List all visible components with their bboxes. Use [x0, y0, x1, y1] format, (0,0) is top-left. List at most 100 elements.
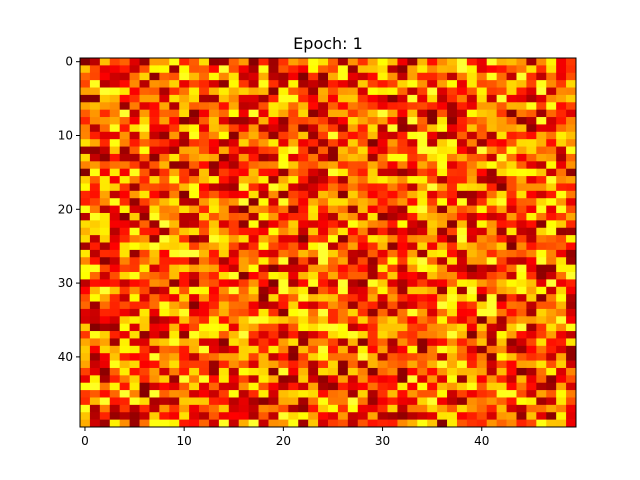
heatmap-cell [268, 183, 279, 192]
heatmap-cell [169, 102, 180, 111]
heatmap-cell [427, 131, 438, 140]
heatmap-cell [496, 80, 507, 88]
heatmap-cell [189, 58, 200, 66]
heatmap-cell [80, 419, 91, 428]
heatmap-cell [318, 124, 329, 133]
heatmap-cell [258, 323, 269, 332]
heatmap-cell [89, 338, 101, 347]
heatmap-cell [377, 131, 388, 140]
heatmap-cell [377, 338, 388, 347]
heatmap-cell [456, 412, 468, 420]
heatmap-cell [417, 190, 428, 199]
heatmap-cell [556, 404, 567, 413]
heatmap-cell [476, 316, 488, 325]
heatmap-cell [268, 390, 279, 398]
heatmap-cell [496, 94, 507, 103]
heatmap-cell [417, 94, 428, 103]
heatmap-cell [407, 316, 418, 325]
heatmap-cell [119, 124, 130, 133]
heatmap-cell [556, 249, 567, 258]
heatmap-cell [238, 212, 249, 221]
heatmap-cell [526, 65, 537, 74]
heatmap-cell [456, 146, 468, 155]
heatmap-cell [278, 242, 289, 251]
heatmap-cell [80, 338, 91, 347]
heatmap-cell [298, 220, 309, 229]
heatmap-cell [486, 323, 497, 332]
heatmap-cell [466, 205, 478, 214]
heatmap-cell [387, 176, 398, 184]
heatmap-cell [208, 249, 220, 258]
heatmap-cell [238, 345, 249, 354]
heatmap-cell [129, 176, 140, 184]
heatmap-cell [298, 117, 309, 125]
heatmap-cell [179, 227, 190, 236]
heatmap-cell [347, 301, 359, 310]
heatmap-cell [109, 220, 121, 229]
heatmap-cell [218, 220, 230, 229]
heatmap-cell [238, 190, 249, 199]
heatmap-cell [397, 345, 408, 354]
heatmap-cell [367, 264, 378, 273]
heatmap-cell [506, 220, 517, 229]
heatmap-cell [456, 65, 468, 74]
heatmap-cell [159, 382, 170, 391]
heatmap-cell [218, 124, 230, 133]
heatmap-cell [80, 227, 91, 236]
heatmap-cell [456, 345, 468, 354]
heatmap-cell [357, 331, 369, 339]
heatmap-cell [268, 65, 279, 74]
heatmap-cell [129, 375, 140, 384]
heatmap-cell [546, 153, 557, 162]
heatmap-cell [526, 227, 537, 236]
heatmap-cell [238, 249, 249, 258]
heatmap-cell [486, 338, 497, 347]
heatmap-cell [238, 397, 249, 406]
heatmap-cell [208, 205, 220, 214]
heatmap-cell [377, 294, 388, 302]
heatmap-cell [546, 360, 557, 369]
heatmap-cell [536, 316, 547, 325]
heatmap-cell [506, 367, 517, 376]
heatmap-cell [308, 80, 319, 88]
heatmap-cell [566, 183, 577, 192]
heatmap-cell [566, 367, 577, 376]
heatmap-cell [189, 286, 200, 295]
heatmap-cell [526, 139, 537, 147]
heatmap-cell [199, 235, 210, 243]
heatmap-cell [427, 190, 438, 199]
heatmap-cell [159, 264, 170, 273]
heatmap-cell [546, 80, 557, 88]
heatmap-cell [139, 124, 150, 133]
heatmap-cell [397, 316, 408, 325]
heatmap-cell [318, 212, 329, 221]
heatmap-cell [149, 161, 160, 170]
heatmap-cell [119, 257, 130, 265]
heatmap-cell [486, 264, 497, 273]
heatmap-cell [149, 124, 160, 133]
heatmap-cell [308, 176, 319, 184]
heatmap-cell [109, 419, 121, 428]
heatmap-cell [516, 294, 527, 302]
heatmap-cell [328, 353, 339, 361]
heatmap-cell [456, 58, 468, 66]
heatmap-cell [179, 382, 190, 391]
heatmap-cell [129, 161, 140, 170]
heatmap-cell [377, 308, 388, 317]
heatmap-cell [308, 205, 319, 214]
heatmap-cell [109, 102, 121, 111]
heatmap-cell [149, 220, 160, 229]
heatmap-cell [556, 153, 567, 162]
heatmap-cell [536, 308, 547, 317]
heatmap-cell [129, 338, 140, 347]
heatmap-cell [566, 220, 577, 229]
heatmap-cell [189, 176, 200, 184]
heatmap-cell [357, 176, 369, 184]
heatmap-cell [397, 272, 408, 280]
heatmap-cell [337, 227, 349, 236]
heatmap-cell [318, 102, 329, 111]
heatmap-cell [566, 72, 577, 81]
heatmap-cell [189, 294, 200, 302]
heatmap-cell [288, 345, 299, 354]
heatmap-cell [228, 360, 240, 369]
